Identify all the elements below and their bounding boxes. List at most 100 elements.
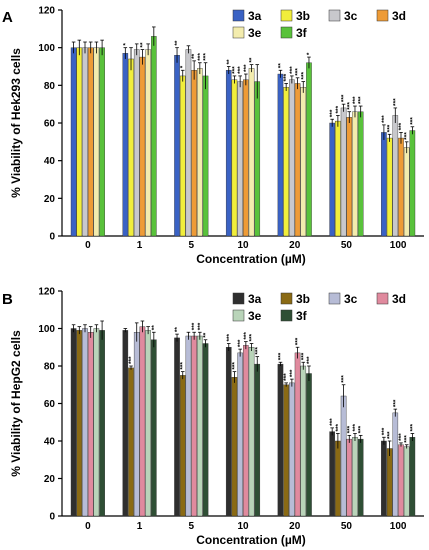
- legend-swatch: [328, 9, 341, 22]
- y-tick-label: 40: [44, 437, 56, 448]
- bar: [70, 47, 77, 237]
- significance-marker: ***: [329, 418, 336, 426]
- legend-swatch: [232, 9, 245, 22]
- bar: [174, 55, 180, 237]
- y-tick-label: 0: [49, 512, 55, 523]
- significance-marker: ***: [237, 66, 244, 74]
- legend-label: 3d: [392, 292, 406, 306]
- bar: [145, 49, 151, 237]
- bar: [398, 137, 404, 237]
- bar: [300, 365, 307, 517]
- significance-marker: ***: [237, 339, 244, 347]
- significance-marker: ***: [409, 423, 416, 431]
- significance-marker: ***: [341, 94, 348, 102]
- bar: [99, 330, 105, 517]
- y-tick-label: 80: [44, 362, 56, 373]
- significance-marker: ***: [392, 98, 399, 106]
- bar: [237, 81, 243, 237]
- bar: [381, 132, 387, 237]
- y-tick-label: 60: [44, 399, 56, 410]
- legend-label: 3c: [344, 292, 358, 306]
- legend-swatch: [280, 9, 293, 22]
- y-tick-label: 60: [44, 119, 56, 130]
- x-tick-label: 20: [289, 521, 301, 532]
- bar: [392, 115, 399, 237]
- significance-marker: **: [151, 325, 158, 331]
- legend-label: 3f: [296, 26, 308, 40]
- significance-marker: ***: [346, 425, 353, 433]
- bar: [352, 111, 358, 237]
- legend-label: 3d: [392, 9, 406, 23]
- significance-marker: ***: [404, 132, 411, 140]
- significance-marker: **: [249, 57, 256, 63]
- bar: [283, 384, 289, 517]
- significance-marker: ***: [352, 423, 359, 431]
- significance-marker: ***: [300, 352, 307, 360]
- bar: [179, 75, 186, 237]
- legend-swatch: [232, 309, 245, 322]
- significance-marker: ***: [289, 66, 296, 74]
- significance-marker: ***: [180, 362, 187, 370]
- significance-marker: **: [191, 53, 198, 59]
- significance-marker: **: [174, 40, 181, 46]
- bar: [329, 122, 335, 237]
- y-tick-label: 40: [44, 156, 56, 167]
- bar: [346, 438, 353, 517]
- bar: [346, 117, 353, 237]
- y-axis-title: % Viability of Hek293 cells: [9, 48, 23, 198]
- significance-marker: ***: [358, 96, 365, 104]
- bar: [386, 448, 393, 517]
- bar: [185, 335, 192, 517]
- legend-label: 3e: [248, 309, 262, 323]
- bar: [340, 395, 347, 517]
- significance-marker: **: [277, 63, 284, 69]
- significance-marker: ***: [231, 362, 238, 370]
- bar: [82, 328, 88, 517]
- bar: [294, 83, 301, 237]
- x-tick-label: 100: [390, 240, 407, 251]
- bar: [151, 339, 157, 517]
- significance-marker: ***: [398, 122, 405, 130]
- significance-marker: ***: [329, 109, 336, 117]
- bar: [179, 375, 186, 517]
- legend-label: 3b: [296, 9, 310, 23]
- bar: [70, 328, 77, 517]
- bar: [93, 328, 100, 517]
- significance-marker: ***: [231, 66, 238, 74]
- legend-label: 3c: [344, 9, 358, 23]
- significance-marker: ***: [352, 96, 359, 104]
- x-axis-title: Concentration (µM): [196, 252, 306, 266]
- bar: [300, 87, 307, 237]
- y-tick-label: 120: [38, 6, 55, 17]
- significance-marker: *: [180, 65, 187, 68]
- bar: [237, 352, 243, 517]
- significance-marker: **: [226, 59, 233, 65]
- bar: [145, 330, 151, 517]
- x-axis-title: Concentration (µM): [196, 533, 306, 547]
- legend-swatch: [280, 26, 293, 39]
- bar: [403, 446, 410, 517]
- bar: [76, 330, 83, 517]
- bar: [243, 345, 249, 517]
- bar: [139, 56, 146, 237]
- bar: [139, 326, 146, 517]
- significance-marker: ***: [306, 356, 313, 364]
- bar: [335, 440, 341, 517]
- significance-marker: ***: [197, 53, 204, 61]
- significance-marker: ***: [392, 399, 399, 407]
- x-tick-label: 1: [137, 521, 143, 532]
- legend-label: 3a: [248, 292, 262, 306]
- significance-marker: ***: [404, 435, 411, 443]
- bar: [76, 47, 83, 237]
- x-tick-label: 0: [85, 521, 91, 532]
- y-axis-title: % Viability of HepG2 cells: [9, 330, 23, 477]
- bar: [283, 87, 289, 237]
- legend-swatch: [280, 309, 293, 322]
- bar: [306, 373, 312, 517]
- significance-marker: ***: [243, 64, 250, 72]
- significance-marker: ***: [191, 322, 198, 330]
- bar: [289, 382, 295, 517]
- bar: [93, 47, 100, 237]
